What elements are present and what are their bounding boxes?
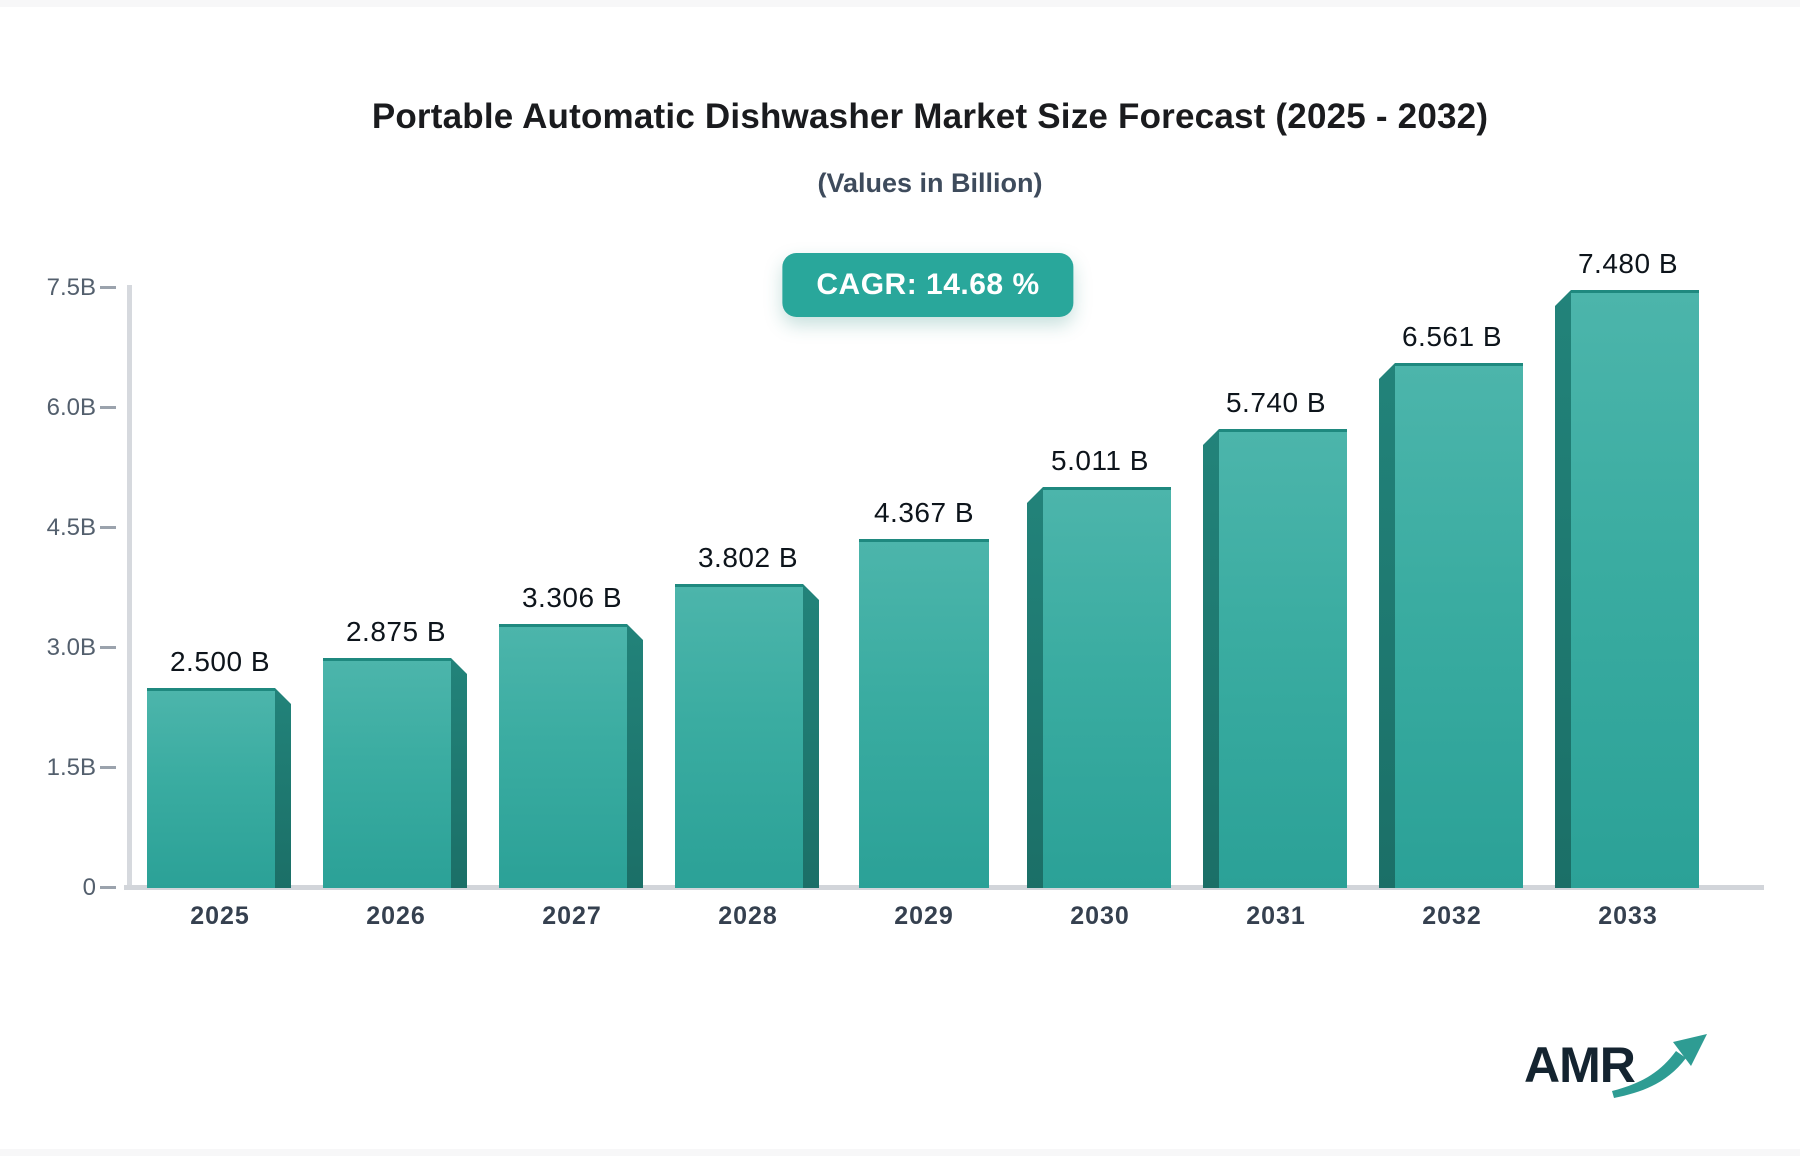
bar-side-face [1379, 363, 1395, 888]
bar-2029 [851, 539, 997, 888]
y-axis-tick-label: 1.5B [46, 754, 96, 781]
x-axis-label-2031: 2031 [1246, 902, 1306, 930]
bar-2028 [675, 584, 821, 888]
y-axis-tick-label: 6.0B [46, 394, 96, 421]
x-axis-label-2032: 2032 [1422, 902, 1482, 930]
x-axis-label-2025: 2025 [190, 902, 250, 930]
bar-face [499, 624, 627, 888]
bar-2031 [1203, 429, 1349, 888]
y-axis-tick-mark [100, 886, 116, 889]
bar-2032 [1379, 363, 1525, 888]
bar-value-label: 3.802 B [697, 542, 799, 573]
y-axis-tick-label: 3.0B [46, 634, 96, 661]
x-axis-label-2026: 2026 [366, 902, 426, 930]
bar-value-label: 5.011 B [1051, 445, 1149, 476]
bar-face [859, 539, 989, 888]
bar-value-label: 5.740 B [1225, 387, 1327, 418]
bar-2027 [499, 624, 645, 888]
y-axis-tick-mark [100, 526, 116, 529]
bar-face [1219, 429, 1347, 888]
y-axis-tick-mark [100, 766, 116, 769]
y-axis-tick-label: 4.5B [46, 514, 96, 541]
bar-value-label: 7.480 B [1577, 248, 1679, 279]
bar-value-label: 6.561 B [1401, 321, 1503, 352]
bar-2033 [1555, 290, 1701, 888]
x-axis-label-2030: 2030 [1070, 902, 1130, 930]
y-axis-tick-mark [100, 286, 116, 289]
cagr-badge: CAGR: 14.68 % [782, 253, 1074, 317]
bar-face [1043, 487, 1171, 888]
bar-face [1571, 290, 1699, 888]
bar-2026 [323, 658, 469, 888]
amr-logo-text: AMR [1524, 1037, 1636, 1093]
y-axis-tick-label: 7.5B [46, 274, 96, 301]
bar-side-face [803, 584, 819, 888]
amr-logo: AMR [1524, 1028, 1734, 1118]
growth-arrow-icon [1612, 1034, 1707, 1098]
bar-side-face [1203, 429, 1219, 888]
bar-side-face [451, 658, 467, 888]
bar-side-face [1555, 290, 1571, 888]
bar-side-face [1027, 487, 1043, 888]
bar-value-label: 2.875 B [345, 616, 447, 647]
bar-face [323, 658, 451, 888]
page-bottom-margin [0, 1149, 1800, 1156]
y-axis-tick-mark [100, 406, 116, 409]
y-axis-tick-label: 0 [82, 874, 96, 901]
y-axis-tick-mark [100, 646, 116, 649]
bar-value-label: 4.367 B [873, 497, 975, 528]
x-axis-label-2027: 2027 [542, 902, 602, 930]
x-axis-label-2028: 2028 [718, 902, 778, 930]
bar-2030 [1027, 487, 1173, 888]
bar-2025 [147, 688, 293, 888]
bar-value-label: 2.500 B [169, 646, 271, 677]
bar-value-label: 3.306 B [521, 582, 623, 613]
chart-subtitle: (Values in Billion) [817, 168, 1043, 198]
y-axis-line [127, 285, 132, 888]
bar-side-face [275, 688, 291, 888]
x-axis-label-2029: 2029 [894, 902, 954, 930]
x-axis-label-2033: 2033 [1598, 902, 1658, 930]
bar-face [675, 584, 803, 888]
bar-face [147, 688, 275, 888]
bar-side-face [627, 624, 643, 888]
bar-face [1395, 363, 1523, 888]
page-top-margin [0, 0, 1800, 7]
chart-title: Portable Automatic Dishwasher Market Siz… [371, 97, 1489, 136]
